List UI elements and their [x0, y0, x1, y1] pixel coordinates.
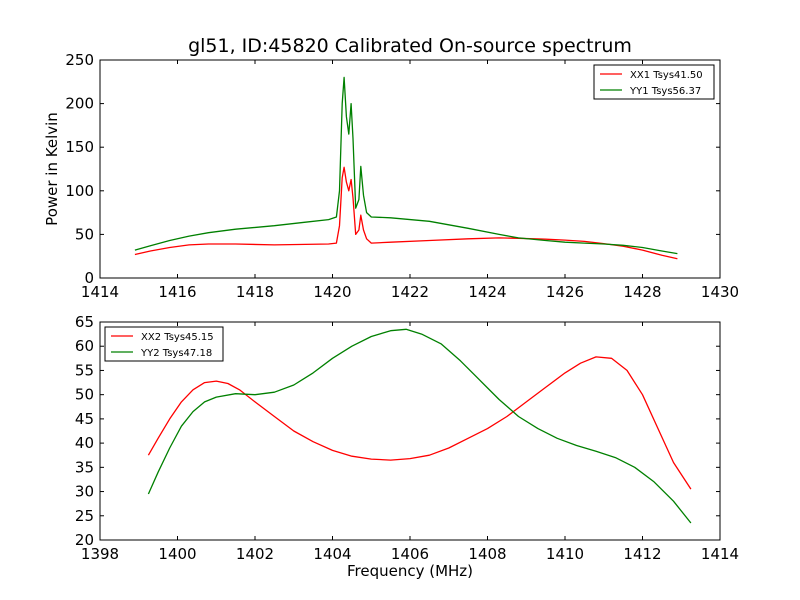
top-y-tick-label: 100: [65, 182, 94, 200]
bottom-x-axis-label: Frequency (MHz): [347, 562, 473, 580]
bottom-y-tick-label: 20: [75, 531, 94, 549]
top-series-line-2: [134, 76, 678, 255]
bottom-y-tick-label: 60: [75, 337, 94, 355]
top-x-tick-label: 1420: [313, 283, 351, 301]
bottom-x-tick-label: 1404: [313, 545, 351, 563]
top-x-tick-label: 1418: [236, 283, 274, 301]
top-legend: XX1 Tsys41.50 YY1 Tsys56.37: [593, 64, 715, 100]
bottom-series-line-2: [147, 328, 692, 524]
top-y-tick-label: 50: [75, 225, 94, 243]
top-x-tick-label: 1424: [468, 283, 506, 301]
bottom-y-tick-label: 30: [75, 483, 94, 501]
bottom-panel: 1398 1400 1402 1404 1406 1408 1410 1412 1414 202…: [75, 313, 739, 580]
top-y-tick-label: 150: [65, 138, 94, 156]
bottom-y-tick-label: 40: [75, 434, 94, 452]
top-y-ticks: 0 50 100 150 200 250: [65, 51, 720, 287]
top-legend-label-xx1: XX1 Tsys41.50: [630, 70, 703, 81]
chart-title: gl51, ID:45820 Calibrated On-source spec…: [188, 35, 632, 57]
bottom-y-tick-label: 25: [75, 507, 94, 525]
bottom-x-tick-label: 1414: [701, 545, 739, 563]
bottom-x-tick-label: 1408: [468, 545, 506, 563]
top-series-group: [134, 76, 678, 260]
top-y-tick-label: 250: [65, 51, 94, 69]
bottom-y-tick-label: 50: [75, 386, 94, 404]
top-x-tick-label: 1430: [701, 283, 739, 301]
bottom-y-ticks: 20 25 30 35 40 45 50 55 60 65: [75, 313, 720, 549]
bottom-y-tick-label: 45: [75, 410, 94, 428]
top-legend-box: [593, 64, 715, 100]
bottom-series-line-1: [147, 356, 692, 490]
bottom-legend-label-xx2: XX2 Tsys45.15: [141, 332, 214, 343]
bottom-series-group: [147, 328, 692, 524]
top-x-tick-label: 1426: [546, 283, 584, 301]
bottom-x-ticks: 1398 1400 1402 1404 1406 1408 1410 1412 1414: [81, 322, 739, 563]
bottom-legend-label-yy2: YY2 Tsys47.18: [140, 348, 212, 359]
bottom-legend: XX2 Tsys45.15 YY2 Tsys47.18: [104, 326, 224, 362]
top-y-axis-label: Power in Kelvin: [43, 112, 61, 226]
top-x-tick-label: 1414: [81, 283, 119, 301]
top-x-ticks: 1414 1416 1418 1420 1422 1424 1426 1428 1430: [81, 60, 739, 301]
top-x-tick-label: 1428: [623, 283, 661, 301]
top-y-tick-label: 0: [84, 269, 94, 287]
bottom-x-tick-label: 1398: [81, 545, 119, 563]
top-legend-label-yy1: YY1 Tsys56.37: [629, 86, 701, 97]
bottom-y-tick-label: 65: [75, 313, 94, 331]
bottom-x-tick-label: 1412: [623, 545, 661, 563]
top-x-tick-label: 1416: [158, 283, 196, 301]
bottom-legend-box: [104, 326, 224, 362]
bottom-x-tick-label: 1402: [236, 545, 274, 563]
bottom-x-tick-label: 1406: [391, 545, 429, 563]
top-x-tick-label: 1422: [391, 283, 429, 301]
bottom-x-tick-label: 1400: [158, 545, 196, 563]
top-series-line-1: [134, 166, 678, 260]
top-y-tick-label: 200: [65, 95, 94, 113]
bottom-y-tick-label: 55: [75, 361, 94, 379]
bottom-x-tick-label: 1410: [546, 545, 584, 563]
bottom-y-tick-label: 35: [75, 458, 94, 476]
top-panel: 1414 1416 1418 1420 1422 1424 1426 1428 1430 0 50…: [43, 51, 739, 301]
